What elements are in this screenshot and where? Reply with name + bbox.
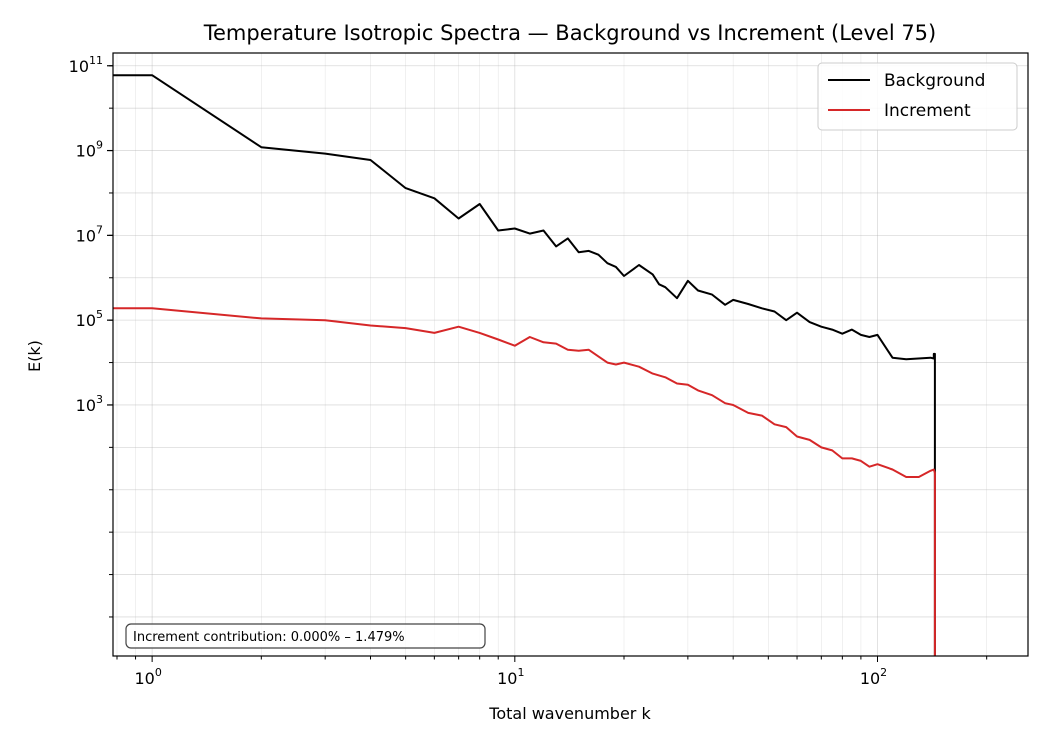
y-tick-label: 1011 — [69, 54, 103, 76]
x-tick-label: 102 — [860, 666, 887, 688]
ticks: 100 101 102 103 105 107 109 1011 — [69, 54, 988, 688]
x-axis-label: Total wavenumber k — [488, 704, 651, 723]
y-tick-label: 103 — [76, 393, 103, 415]
y-tick-label: 105 — [76, 308, 103, 330]
y-axis-label: E(k) — [25, 340, 44, 372]
y-tick-label: 109 — [76, 139, 103, 161]
annotation-box: Increment contribution: 0.000% – 1.479% — [125, 623, 486, 649]
plot-area — [113, 53, 1028, 656]
series-layer — [113, 74, 936, 656]
x-tick-label: 101 — [497, 666, 524, 688]
annotation-frame — [125, 623, 486, 649]
legend: Background Increment — [817, 62, 1018, 131]
y-tick-label: 107 — [76, 223, 103, 245]
legend-label-background: Background — [884, 71, 985, 91]
series-line-background — [113, 74, 936, 656]
x-tick-label: 100 — [134, 666, 161, 688]
annotation-text: Increment contribution: 0.000% – 1.479% — [133, 630, 405, 645]
series-line-increment — [113, 307, 936, 656]
legend-label-increment: Increment — [884, 101, 971, 121]
plot-frame — [112, 52, 1029, 657]
chart-title: Temperature Isotropic Spectra — Backgrou… — [203, 21, 937, 45]
